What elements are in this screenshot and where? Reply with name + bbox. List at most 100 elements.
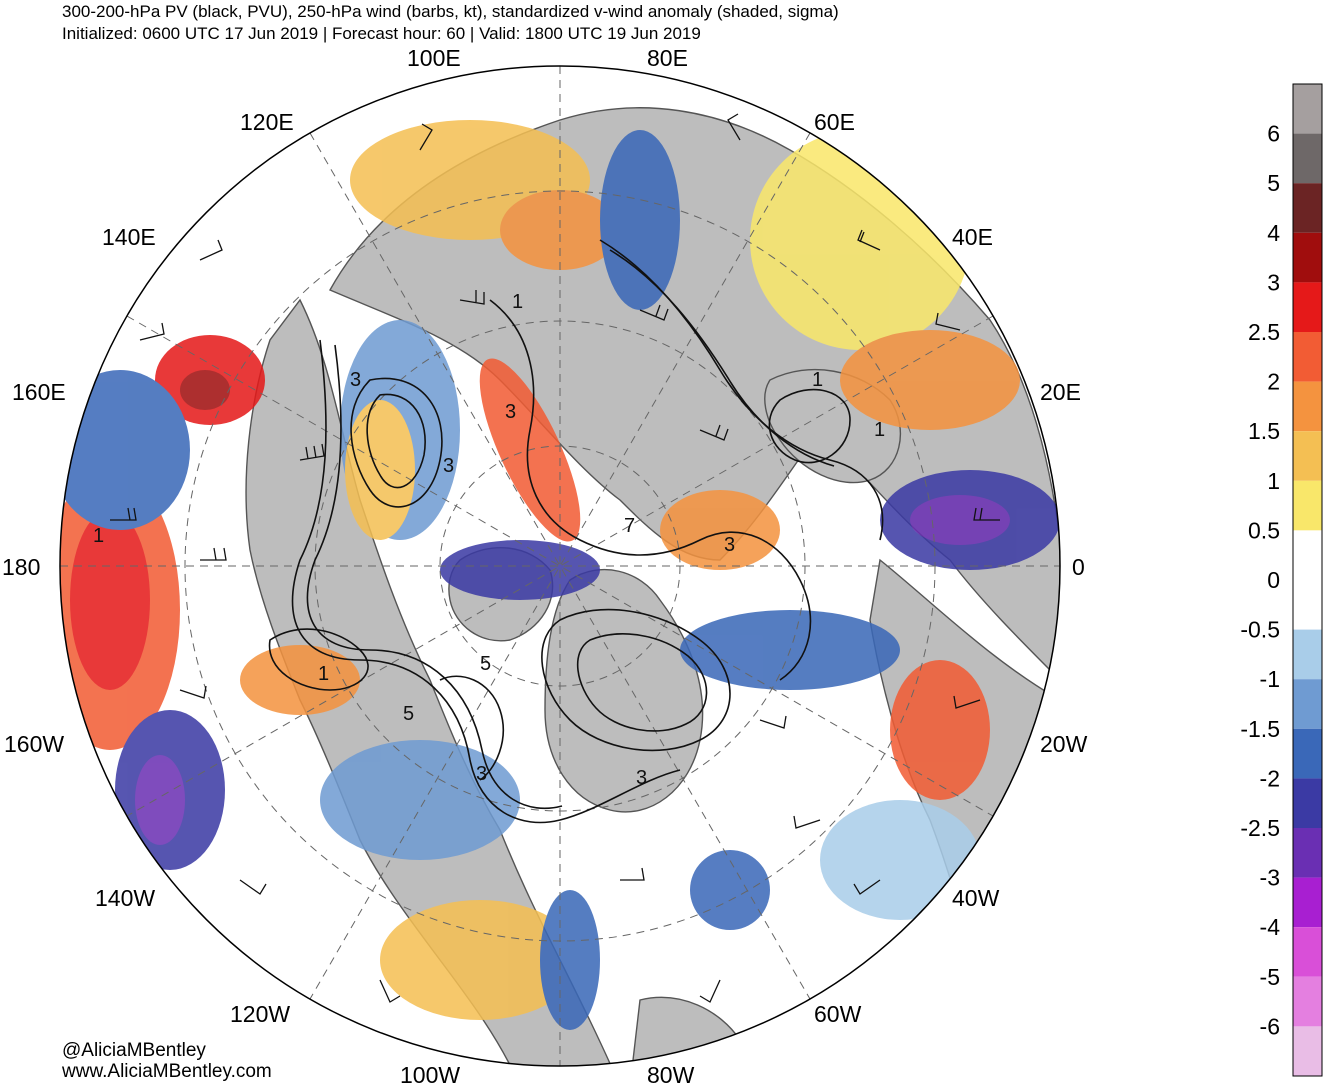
wind-barb <box>419 123 433 151</box>
colorbar-tick-label: 6 <box>1267 121 1280 147</box>
lon-label-160w: 160W <box>4 731 64 757</box>
wind-barb <box>199 239 223 261</box>
negative-anomaly-area <box>540 890 600 1030</box>
positive-anomaly-area <box>380 900 580 1020</box>
colorbar-tick-label: 2.5 <box>1248 319 1280 345</box>
pv-contour <box>489 299 812 681</box>
colorbar-tick-label: 2 <box>1267 369 1280 395</box>
pv-contour <box>541 608 731 752</box>
colorbar <box>1292 83 1323 1077</box>
colorbar-tick-label: -1 <box>1260 666 1280 692</box>
pv-contour <box>609 249 835 467</box>
pv-contour-label: 3 <box>350 369 361 391</box>
colorbar-tick-label: 1 <box>1267 468 1280 494</box>
colorbar-swatch <box>1293 480 1322 531</box>
colorbar-tick-label: 4 <box>1267 220 1280 246</box>
colorbar-swatch <box>1293 282 1322 332</box>
graticule <box>60 66 1060 1066</box>
lon-label-0: 0 <box>1072 554 1085 580</box>
wind-barb <box>793 815 821 829</box>
pv-contour <box>268 628 369 691</box>
pv-contour <box>291 339 681 824</box>
colorbar-swatch <box>1293 679 1322 729</box>
colorbar-swatch <box>1293 1026 1322 1076</box>
wind-barb <box>639 304 669 321</box>
positive-anomaly-area <box>70 510 150 690</box>
colorbar-tick-label: 1.5 <box>1248 418 1280 444</box>
colorbar-tick-label: -4 <box>1260 914 1281 940</box>
wind-barb <box>727 113 741 141</box>
lon-label-20e: 20E <box>1040 379 1081 405</box>
wind-barb <box>110 507 137 521</box>
colorbar-swatch <box>1293 629 1322 680</box>
wind-barb <box>239 879 267 895</box>
wind-barb <box>699 424 729 441</box>
wind-barb <box>935 312 961 331</box>
colorbar-swatch <box>1293 84 1322 134</box>
lon-label-160e: 160E <box>12 379 66 405</box>
positive-anomaly-area <box>180 370 230 410</box>
colorbar-tick-label: 0.5 <box>1248 517 1280 543</box>
lon-label-120w: 120W <box>230 1001 290 1027</box>
pv-contour-label: 5 <box>403 703 414 725</box>
wind-barb <box>857 229 881 251</box>
anomaly-shading <box>60 120 1060 1030</box>
wind-barbs <box>110 113 1000 1003</box>
colorbar-swatch <box>1293 332 1322 382</box>
colorbar-swatch <box>1293 232 1322 283</box>
lon-label-60e: 60E <box>814 109 855 135</box>
negative-anomaly-area <box>910 495 1010 545</box>
lon-label-60w: 60W <box>814 1001 862 1027</box>
colorbar-tick-label: -2.5 <box>1240 815 1280 841</box>
pv-contour-label: 1 <box>318 663 329 685</box>
colorbar-tick-label: -3 <box>1260 865 1280 891</box>
wind-barb <box>459 290 485 305</box>
pv-contour-label: 5 <box>480 653 491 675</box>
colorbar-tick-label: -1.5 <box>1240 716 1280 742</box>
lon-label-20w: 20W <box>1040 731 1088 757</box>
pv-contour-label: 3 <box>724 534 735 556</box>
pv-contours <box>268 239 884 824</box>
colorbar-tick-label: -5 <box>1260 964 1280 990</box>
wind-barb <box>200 547 227 561</box>
colorbar-tick-label: -0.5 <box>1240 617 1280 643</box>
positive-anomaly-area <box>500 190 620 270</box>
credit-website: www.AliciaMBentley.com <box>62 1061 272 1082</box>
longitude-labels: 100E 80E 120E 60E 140E 40E 160E 20E 180 … <box>2 45 1088 1086</box>
lon-label-80w: 80W <box>647 1062 695 1086</box>
wind-barb <box>179 685 207 699</box>
map-border <box>59 65 1061 1067</box>
pv-contour-label: 3 <box>476 763 487 785</box>
colorbar-swatch <box>1293 183 1322 233</box>
wind-barb <box>699 979 721 1003</box>
lon-label-180: 180 <box>2 554 40 580</box>
negative-anomaly-area <box>135 755 185 845</box>
wind-barb <box>853 879 881 895</box>
pv-contour-label: 7 <box>624 515 635 537</box>
map-subtitle: Initialized: 0600 UTC 17 Jun 2019 | Fore… <box>62 24 701 43</box>
negative-anomaly-area <box>600 130 680 310</box>
colorbar-swatch <box>1293 877 1322 928</box>
lon-label-120e: 120E <box>240 109 294 135</box>
pv-contour-label: 1 <box>812 369 823 391</box>
positive-anomaly-area <box>840 330 1020 430</box>
map-title: 300-200-hPa PV (black, PVU), 250-hPa win… <box>62 2 839 21</box>
pv-contour-label: 1 <box>512 291 523 313</box>
negative-anomaly-area <box>440 540 600 600</box>
colorbar-tick-label: -2 <box>1260 765 1280 791</box>
positive-anomaly-area <box>240 645 360 715</box>
colorbar-tick-label: -6 <box>1260 1013 1280 1039</box>
colorbar-swatch <box>1293 828 1322 878</box>
pv-contour <box>306 344 563 810</box>
positive-anomaly-area <box>660 490 780 570</box>
pv-labels: 1 3 3 3 1 7 3 5 5 3 3 1 1 1 <box>93 291 885 789</box>
lon-label-40w: 40W <box>952 885 1000 911</box>
colorbar-swatch <box>1293 530 1322 580</box>
colorbar-swatch <box>1293 927 1322 977</box>
wind-barb <box>953 695 981 709</box>
wind-barb <box>973 507 1000 521</box>
colorbar-tick-label: 3 <box>1267 269 1280 295</box>
pv-contour <box>366 393 426 489</box>
